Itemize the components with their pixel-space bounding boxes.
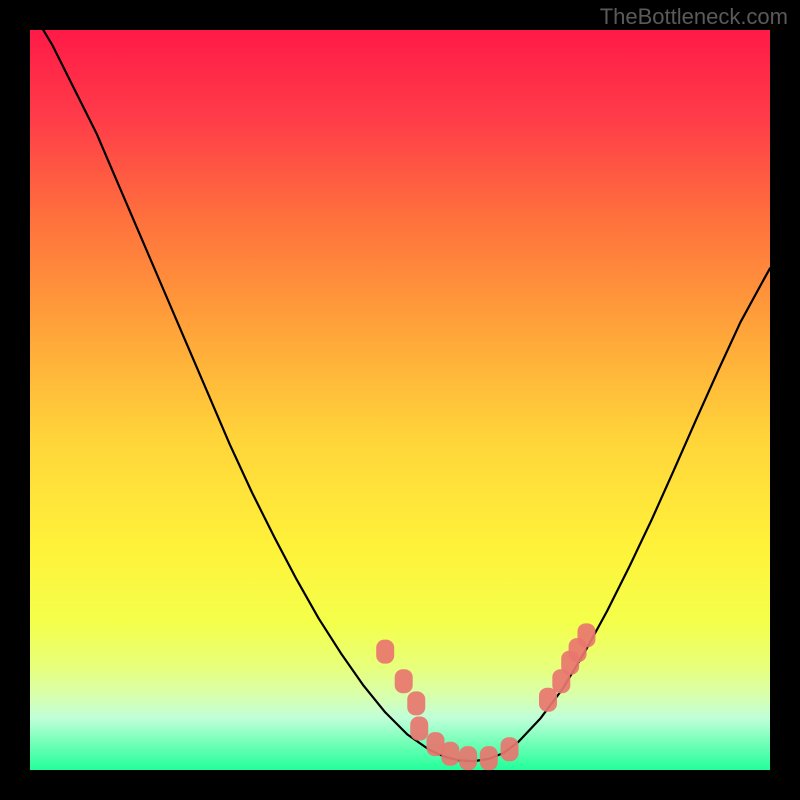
plot-area [30,30,770,770]
marker-point [501,737,519,761]
marker-point [376,640,394,664]
bottleneck-curve [30,8,770,761]
marker-point [407,691,425,715]
watermark-text: TheBottleneck.com [600,4,788,30]
marker-point [410,717,428,741]
marker-point [539,688,557,712]
curve-layer [30,30,770,770]
marker-point [480,746,498,770]
marker-point [395,669,413,693]
marker-point [441,742,459,766]
chart-container: TheBottleneck.com [0,0,800,800]
data-markers [376,623,595,770]
marker-point [459,746,477,770]
marker-point [577,623,595,647]
